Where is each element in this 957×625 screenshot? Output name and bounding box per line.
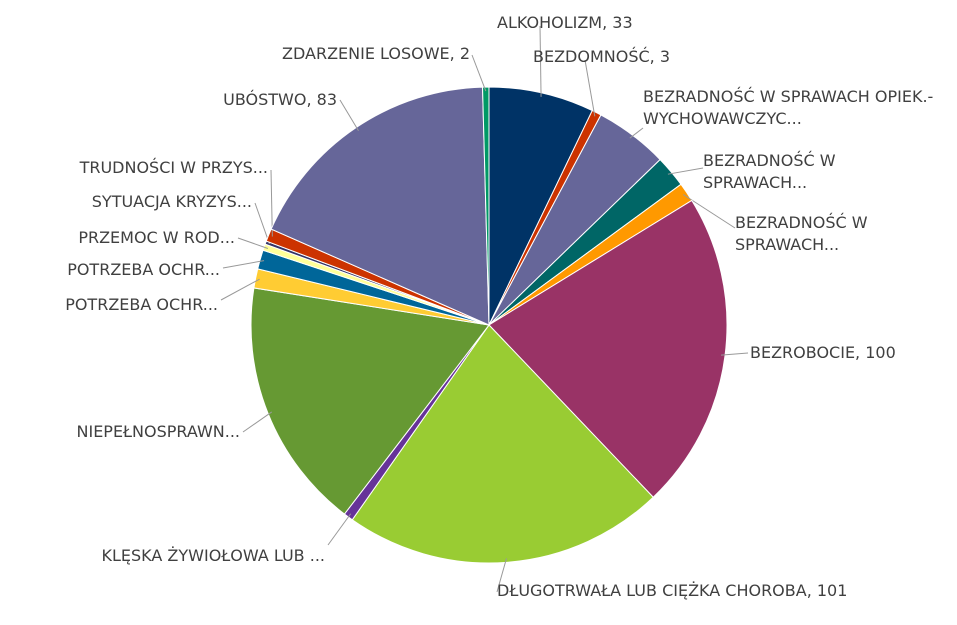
- data-label: TRUDNOŚCI W PRZYS...: [79, 158, 268, 177]
- data-label: UBÓSTWO, 83: [223, 90, 337, 109]
- data-label: KLĘSKA ŻYWIOŁOWA LUB ...: [101, 546, 326, 565]
- pie-slice: [488, 199, 728, 498]
- leader-line: [254, 202, 270, 245]
- data-label: SYTUACJA KRYZYS...: [91, 192, 252, 211]
- leader-line: [327, 513, 352, 546]
- data-label: ALKOHOLIZM, 33: [497, 13, 633, 32]
- data-label: PRZEMOC W ROD...: [78, 228, 235, 247]
- data-label: BEZDOMNOŚĆ, 3: [533, 47, 671, 66]
- leader-line: [339, 99, 359, 132]
- data-label: ZDARZENIE LOSOWE, 2: [282, 44, 470, 63]
- leader-line: [584, 59, 596, 117]
- pie-slice: [482, 86, 490, 326]
- data-label: BEZRADNOŚĆ W SPRAWACH...: [735, 213, 868, 254]
- data-label: DŁUGOTRWAŁA LUB CIĘŻKA CHOROBA, 101: [497, 581, 848, 600]
- data-label: BEZRADNOŚĆ W SPRAWACH OPIEK.-WYCHOWAWCZY…: [643, 87, 934, 128]
- data-label: POTRZEBA OCHR...: [65, 295, 218, 314]
- data-label: BEZRADNOŚĆ W SPRAWACH...: [703, 151, 836, 192]
- pie-slice: [351, 324, 654, 564]
- data-label: POTRZEBA OCHR...: [67, 260, 220, 279]
- leader-line: [721, 352, 749, 356]
- pie-slice: [250, 287, 490, 515]
- leader-line: [242, 411, 273, 433]
- pie-slice: [488, 86, 593, 326]
- leader-line: [539, 25, 542, 97]
- data-label: BEZROBOCIE, 100: [750, 343, 896, 362]
- leader-line: [667, 167, 704, 175]
- data-label: NIEPEŁNOSPRAWN...: [76, 422, 241, 441]
- leader-line: [629, 127, 644, 139]
- leader-line: [237, 237, 269, 249]
- leader-line: [222, 260, 265, 269]
- leader-line: [496, 558, 507, 593]
- leader-line: [270, 169, 273, 237]
- leader-line: [220, 278, 260, 301]
- leader-line: [471, 54, 487, 92]
